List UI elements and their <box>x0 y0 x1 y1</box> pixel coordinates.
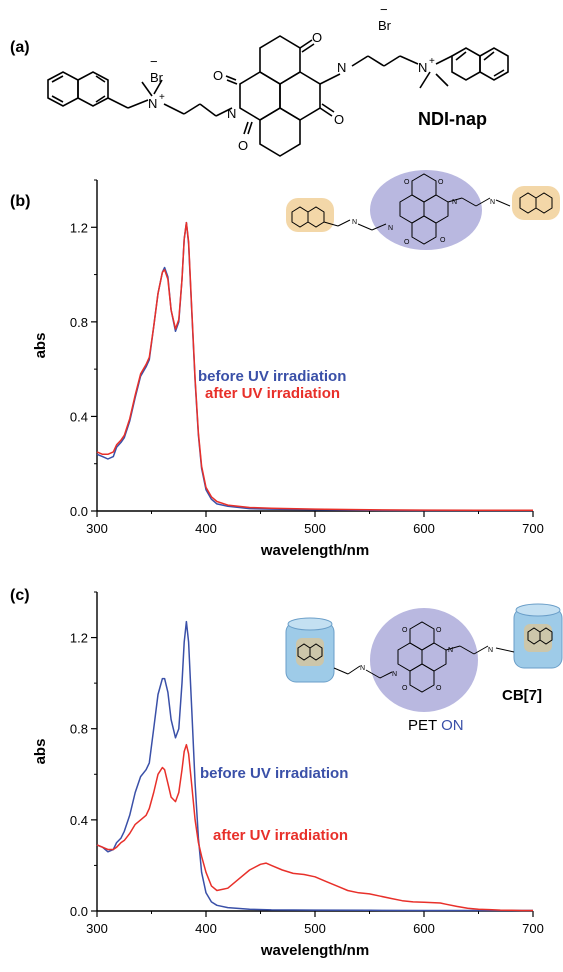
x-tick-label: 400 <box>195 521 217 536</box>
x-tick-label: 500 <box>304 921 326 936</box>
chart-c: 300 400 500 600 700 0.0 0.4 0.8 1.2 wavelength/nm… <box>32 591 544 959</box>
inset-c-o2: O <box>436 627 442 634</box>
core-ellipse <box>370 170 482 250</box>
x-tick-label: 300 <box>86 921 108 936</box>
inset-b-n2: N <box>388 225 393 232</box>
panel-b: (b) N N N <box>10 170 560 559</box>
cb7-label: CB[7] <box>502 687 542 704</box>
y-tick-label: 0.4 <box>70 409 88 424</box>
series-label-after: after UV irradiation <box>213 827 348 844</box>
series-label-before: before UV irradiation <box>198 368 346 385</box>
o-atom-1: O <box>213 68 223 83</box>
n-atom-right: N <box>418 60 427 75</box>
inset-b-n3: N <box>452 199 457 206</box>
chart-b: 300 400 500 600 700 0.0 0.4 0.8 1.2 wavelength/nm… <box>32 179 544 559</box>
inset-b-o2: O <box>438 179 444 186</box>
cb7-right <box>513 603 563 669</box>
x-tick-label: 300 <box>86 521 108 536</box>
series-line-before <box>96 620 533 912</box>
br-left: Br <box>150 70 164 85</box>
inset-b-o1: O <box>404 179 410 186</box>
y-axis-label: abs <box>32 739 49 765</box>
y-tick-label: 0.8 <box>70 722 88 737</box>
panel-b-label: (b) <box>10 193 30 210</box>
series-line-after <box>96 743 533 912</box>
y-tick-label: 1.2 <box>70 631 88 646</box>
n-atom-core-right: N <box>337 60 346 75</box>
n-plus-right: + <box>429 56 435 67</box>
on-label: ON <box>441 717 464 734</box>
x-tick-label: 700 <box>522 921 544 936</box>
inset-c-o1: O <box>402 627 408 634</box>
pet-label: PET <box>408 717 437 734</box>
x-tick-label: 600 <box>413 921 435 936</box>
y-tick-label: 0.8 <box>70 315 88 330</box>
compound-name: NDI-nap <box>418 109 487 129</box>
br-left-charge: − <box>150 54 158 69</box>
ndi-nap-structure <box>47 35 509 157</box>
o-atom-4: O <box>334 112 344 127</box>
br-right-charge: − <box>380 2 388 17</box>
inset-c-o4: O <box>436 685 442 692</box>
inset-c-n3: N <box>448 647 453 654</box>
y-tick-label: 0.0 <box>70 904 88 919</box>
y-axis-label: abs <box>32 333 49 359</box>
structure-atoms: N + N N N + O O O O Br − Br − <box>148 2 435 153</box>
n-atom-core-left: N <box>227 106 236 121</box>
core-ellipse-c <box>370 608 478 712</box>
x-tick-label: 700 <box>522 521 544 536</box>
panel-a-label: (a) <box>10 39 30 56</box>
inset-b-o4: O <box>440 237 446 244</box>
o-atom-3: O <box>312 30 322 45</box>
y-tick-label: 0.0 <box>70 504 88 519</box>
y-tick-label: 1.2 <box>70 220 88 235</box>
x-tick-label: 400 <box>195 921 217 936</box>
panel-c: (c) <box>10 587 563 959</box>
br-right: Br <box>378 18 392 33</box>
inset-b-n4: N <box>490 199 495 206</box>
o-atom-2: O <box>238 138 248 153</box>
series-line-before <box>96 221 533 512</box>
pet-text: PET ON <box>408 717 464 734</box>
panel-c-label: (c) <box>10 587 30 604</box>
inset-c-o3: O <box>402 685 408 692</box>
x-tick-label: 600 <box>413 521 435 536</box>
inset-b-o3: O <box>404 239 410 246</box>
inset-c-n4: N <box>488 647 493 654</box>
x-axis-label: wavelength/nm <box>260 542 369 559</box>
nap-box-left <box>286 198 334 232</box>
series-line-after <box>96 221 533 512</box>
n-plus-left: + <box>159 92 165 103</box>
series-label-after: after UV irradiation <box>205 385 340 402</box>
inset-b-n1: N <box>352 219 357 226</box>
panel-a: (a) <box>10 2 509 157</box>
n-atom-left: N <box>148 96 157 111</box>
y-tick-label: 0.4 <box>70 813 88 828</box>
panel-c-inset: N N N N O O O O PET ON CB[7] <box>285 603 563 734</box>
x-axis-label: wavelength/nm <box>260 942 369 959</box>
x-tick-label: 500 <box>304 521 326 536</box>
inset-c-n1: N <box>360 665 365 672</box>
series-label-before: before UV irradiation <box>200 765 348 782</box>
panel-b-inset: N N N N O O O O <box>286 170 560 250</box>
inset-c-n2: N <box>392 671 397 678</box>
